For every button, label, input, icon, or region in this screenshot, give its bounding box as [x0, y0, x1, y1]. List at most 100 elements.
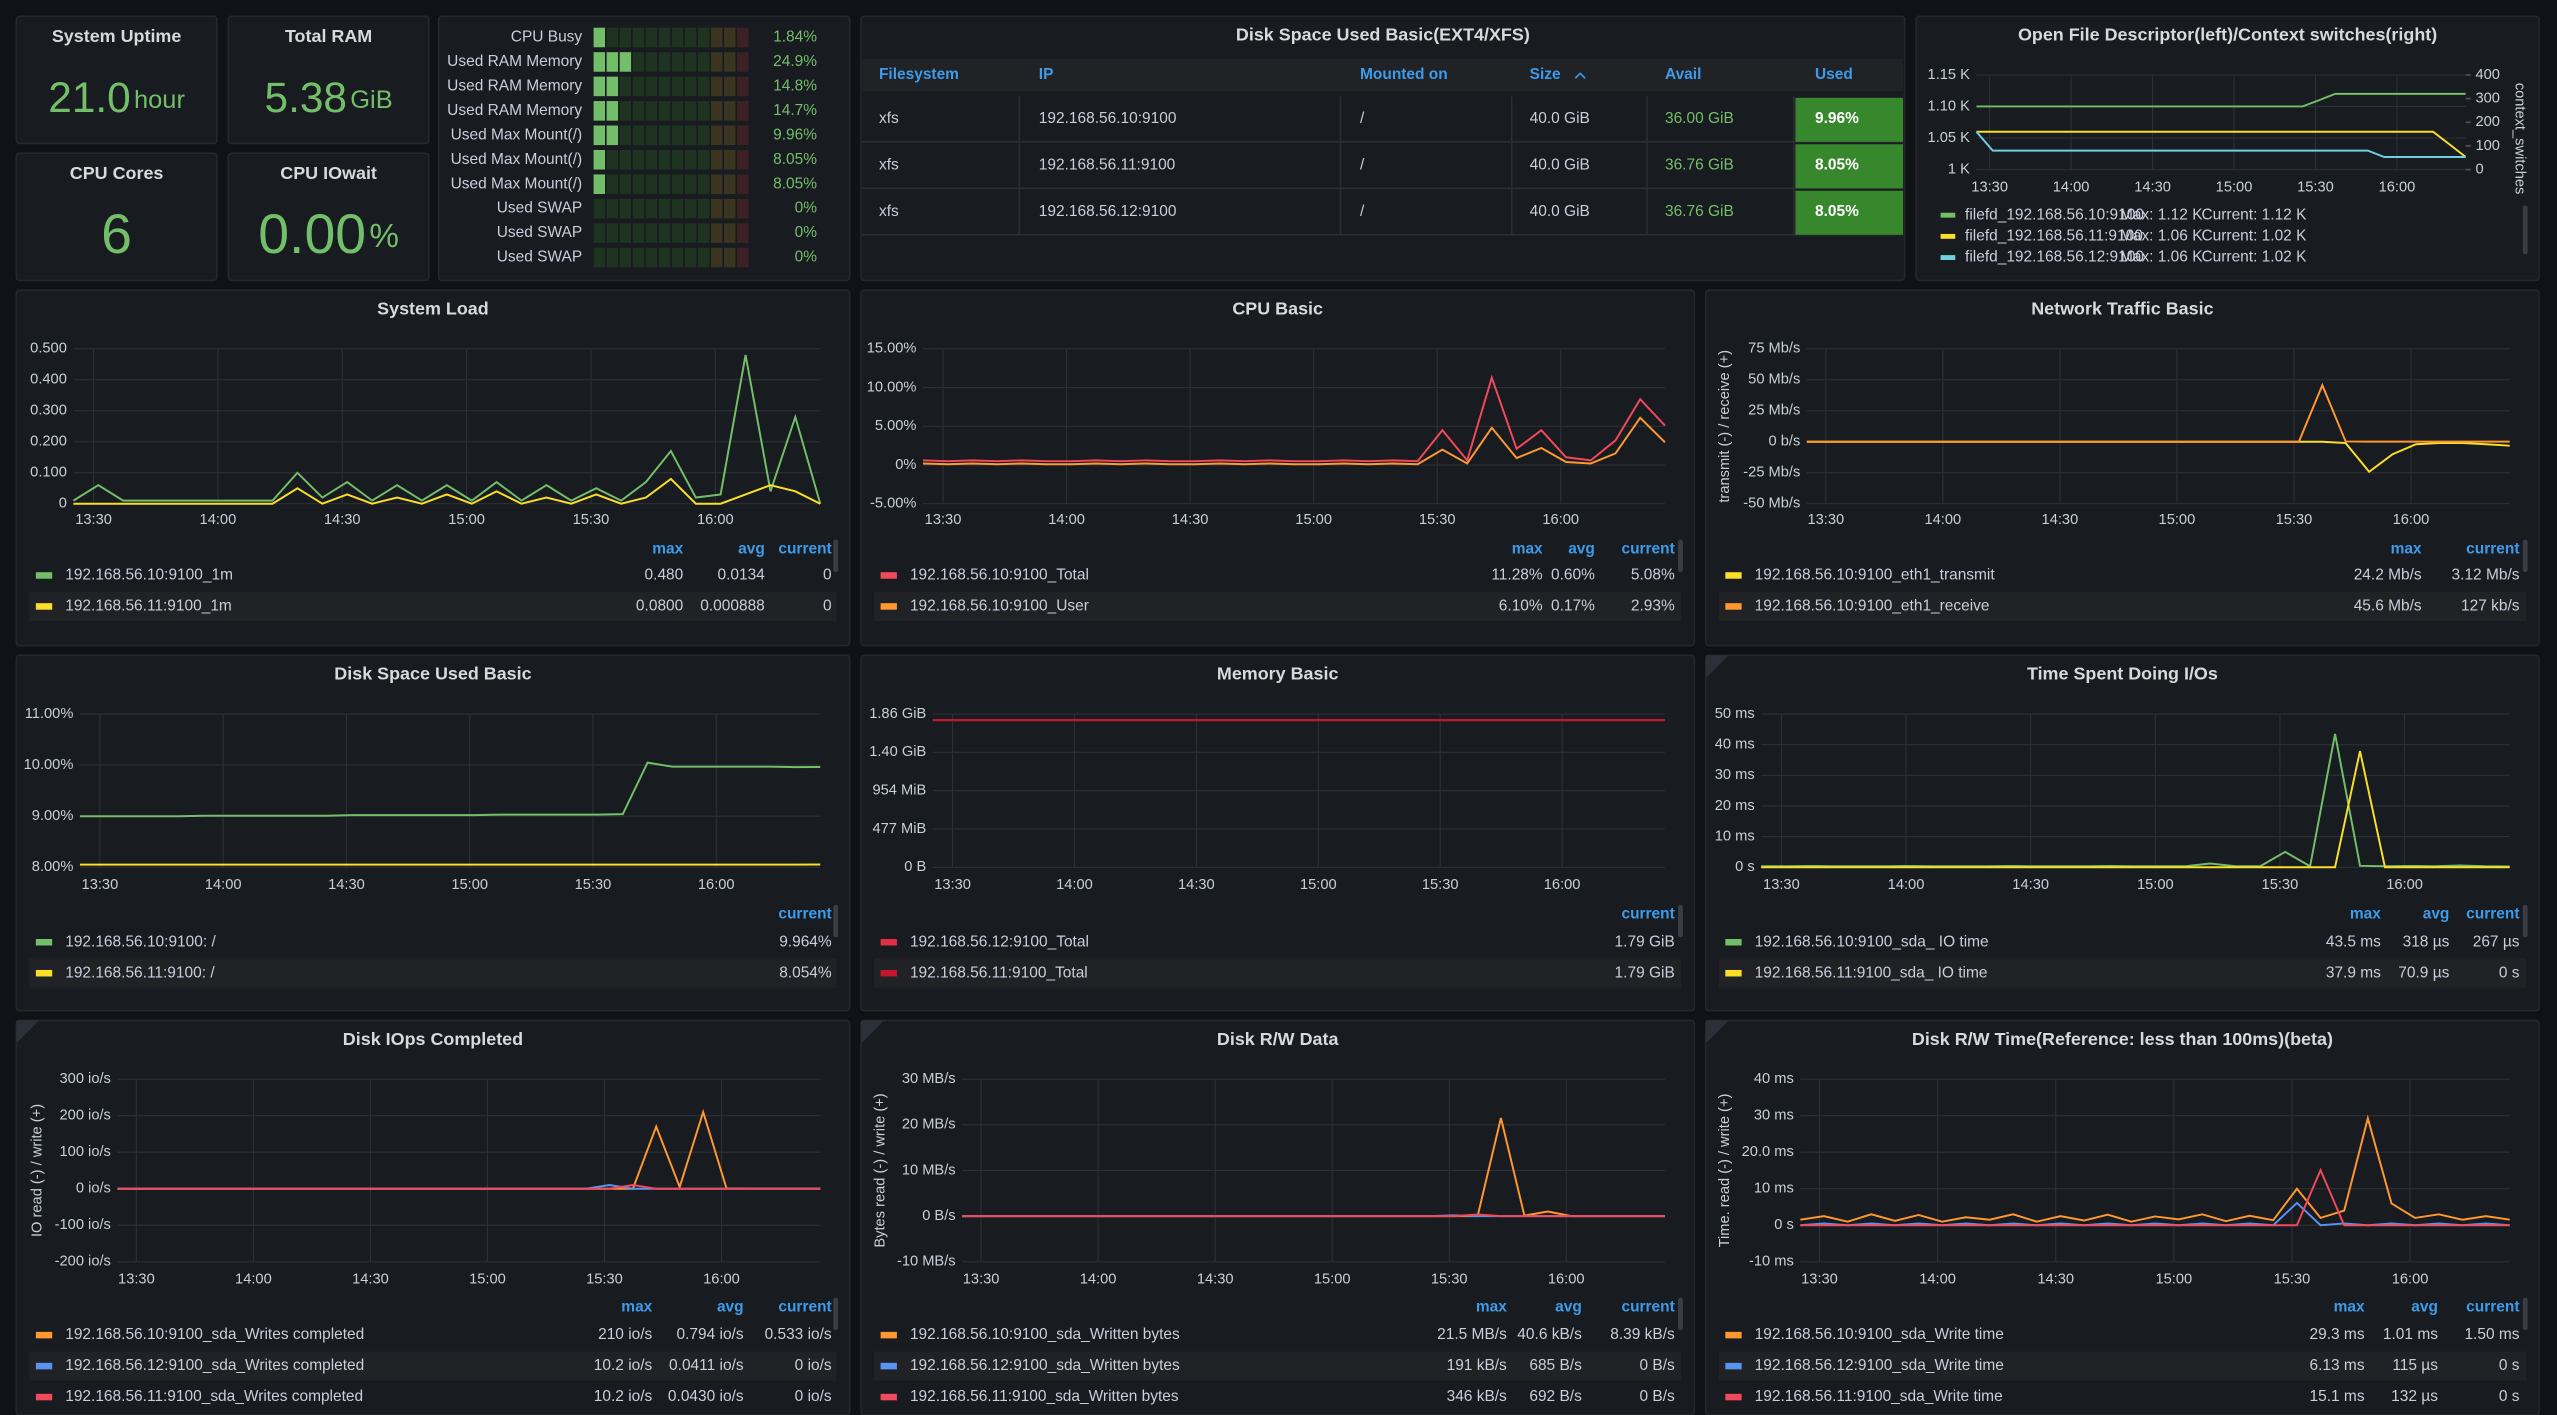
legend-name: filefd_192.168.56.11:9100 — [1965, 227, 2143, 244]
legend-stat: Max: 1.06 K — [2120, 227, 2203, 244]
stat-title: CPU Cores — [70, 163, 164, 183]
table-cell: 40.0 GiB — [1530, 157, 1590, 174]
legend-stat: 346 kB/s — [1447, 1388, 1507, 1405]
table-cell: / — [1360, 110, 1365, 127]
table-cell: xfs — [879, 110, 899, 127]
legend-stat: 8.054% — [779, 964, 832, 981]
x-tick-label: 16:00 — [698, 877, 735, 893]
column-header: Mounted on — [1360, 66, 1448, 83]
series-line — [1800, 1167, 2510, 1227]
y-tick-label: -10 ms — [1749, 1254, 1794, 1270]
y-tick-label: 9.00% — [32, 808, 74, 824]
gauge-value: 9.96% — [773, 126, 817, 143]
gauge-cell — [619, 149, 632, 170]
legend-stat: 0.0430 io/s — [668, 1388, 744, 1405]
series-line — [922, 374, 1666, 463]
x-tick-label: 15:00 — [1300, 877, 1337, 893]
table-cell: 36.76 GiB — [1665, 203, 1734, 220]
gauge-cell — [671, 223, 684, 243]
used-cell — [1795, 97, 1904, 142]
gauge-cell — [632, 247, 645, 268]
gauge-cell — [737, 174, 749, 194]
gauge-cell — [645, 101, 658, 121]
y-tick-label: 300 io/s — [60, 1071, 111, 1087]
legend-swatch — [1725, 938, 1742, 946]
x-tick-label: 15:30 — [2274, 1272, 2311, 1288]
y-tick-label: -25 Mb/s — [1743, 465, 1800, 481]
x-tick-label: 13:30 — [963, 1272, 1000, 1288]
gauge-cell — [658, 223, 671, 243]
x-tick-label: 13:30 — [1807, 512, 1844, 528]
series-line — [1976, 92, 2466, 108]
legend-stat: 6.10% — [1499, 598, 1543, 615]
gauge-cell — [619, 76, 632, 97]
stat-title: CPU IOwait — [280, 163, 377, 183]
legend-name: 192.168.56.12:9100_sda_Writes completed — [65, 1357, 364, 1374]
x-tick-label: 14:30 — [2012, 877, 2049, 893]
y-tick-label: 0 B/s — [922, 1208, 955, 1224]
legend-swatch — [35, 1362, 53, 1370]
y-tick-label: 40 ms — [1715, 737, 1755, 753]
x-tick-label: 15:00 — [1314, 1272, 1351, 1288]
stat-value: 5.38 GiB — [265, 74, 393, 121]
legend-swatch — [1940, 233, 1956, 239]
legend-header: current — [778, 540, 831, 557]
y-tick-label: 1.15 K — [1928, 67, 1971, 83]
series-line — [1976, 130, 2467, 158]
series-line — [117, 1183, 821, 1190]
gauge-cell — [724, 101, 736, 121]
gauge-cell — [645, 76, 658, 97]
x-tick-label: 15:30 — [1431, 1272, 1468, 1288]
x-tick-label: 14:30 — [2134, 179, 2171, 195]
series-line — [72, 354, 822, 504]
gauge-cell — [711, 76, 723, 97]
gauge-cell — [606, 149, 619, 170]
gauge-cell — [593, 247, 606, 268]
gauge-cell — [724, 125, 736, 146]
table-cell: / — [1360, 203, 1365, 220]
legend-name: 192.168.56.10:9100_1m — [65, 567, 233, 584]
legend-swatch — [1725, 572, 1742, 579]
legend-stat: 0 s — [2499, 1357, 2520, 1374]
legend-header: current — [1621, 540, 1674, 557]
stat-value: 21.0 hour — [48, 74, 185, 121]
x-tick-label: 15:00 — [2137, 877, 2174, 893]
gauge-cell — [645, 27, 658, 48]
legend-stat: Current: 1.12 K — [2201, 206, 2307, 223]
x-tick-label: 14:30 — [328, 877, 365, 893]
legend-header: current — [778, 906, 831, 923]
stat-number: 6 — [101, 203, 132, 265]
legend-stat: 1.79 GiB — [1615, 933, 1675, 950]
legend-header: max — [2334, 1299, 2365, 1316]
x-tick-label: 16:00 — [2379, 179, 2416, 195]
y-axis-label: transmit (-) / receive (+) — [1717, 350, 1733, 503]
x-tick-label: 16:00 — [2386, 877, 2423, 893]
legend-stat: 0.60% — [1551, 567, 1595, 584]
gauge-cell — [724, 198, 736, 219]
table-cell: 8.05% — [1815, 203, 1859, 220]
x-tick-label: 15:00 — [1295, 512, 1332, 528]
x-tick-label: 14:00 — [1080, 1272, 1117, 1288]
legend-stat: 115 µs — [2392, 1357, 2438, 1374]
legend-stat: 15.1 ms — [2310, 1388, 2365, 1405]
y-tick-label: 0% — [895, 457, 916, 473]
legend-swatch — [880, 572, 897, 579]
gauge-label: Used RAM Memory — [447, 53, 582, 70]
stat-number: 5.38 — [265, 74, 347, 121]
table-cell: xfs — [879, 157, 899, 174]
panel-title: Disk R/W Data — [1217, 1029, 1340, 1049]
column-header: Filesystem — [879, 66, 959, 83]
legend-swatch — [1725, 969, 1742, 977]
gauge-cell — [711, 174, 723, 194]
stat-title: Total RAM — [285, 26, 372, 46]
legend-header: avg — [2423, 906, 2450, 923]
y2-tick-label: 100 — [2475, 138, 2499, 154]
legend-header: current — [778, 1299, 831, 1316]
panel-title: System Load — [377, 298, 489, 318]
legend-swatch — [880, 1362, 897, 1370]
legend-row-bg — [29, 958, 837, 988]
legend-name: filefd_192.168.56.12:9100 — [1965, 249, 2144, 266]
x-tick-label: 13:30 — [925, 512, 962, 528]
gauge-label: Used SWAP — [497, 249, 582, 266]
panel — [15, 152, 218, 282]
